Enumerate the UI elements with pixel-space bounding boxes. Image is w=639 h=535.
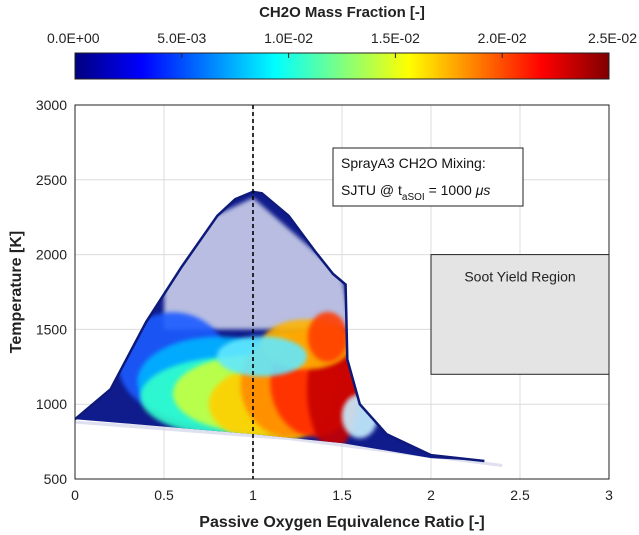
scatter-color-patch <box>307 311 348 362</box>
y-tick-label: 500 <box>44 471 68 487</box>
x-tick-labels: 0 0.5 1 1.5 2 2.5 3 <box>71 487 613 503</box>
colorbar-tick-label: 5.0E-03 <box>157 30 206 46</box>
soot-yield-region-label: Soot Yield Region <box>464 269 575 285</box>
x-tick-label: 1.5 <box>332 487 352 503</box>
y-tick-label: 2000 <box>36 247 67 263</box>
scatter-tail <box>75 420 503 468</box>
x-axis-label: Passive Oxygen Equivalence Ratio [-] <box>199 514 484 531</box>
colorbar <box>74 52 610 80</box>
colorbar-title: CH2O Mass Fraction [-] <box>259 4 425 21</box>
x-tick-label: 0.5 <box>154 487 174 503</box>
y-tick-label: 2500 <box>36 172 67 188</box>
x-tick-label: 1 <box>249 487 257 503</box>
y-tick-labels: 500 1000 1500 2000 2500 3000 <box>36 97 67 487</box>
x-tick-label: 2.5 <box>510 487 530 503</box>
x-tick-label: 2 <box>427 487 435 503</box>
annotation-line1: SprayA3 CH2O Mixing: <box>341 155 486 171</box>
annotation-box: SprayA3 CH2O Mixing: SJTU @ taSOI = 1000… <box>332 147 524 207</box>
colorbar-ticks <box>74 53 610 58</box>
colorbar-tick-label: 0.0E+00 <box>47 30 100 46</box>
annotation-line2: SJTU @ taSOI = 1000 μs <box>341 182 490 203</box>
colorbar-tick-label: 1.5E-02 <box>371 30 420 46</box>
scatter-color-patch <box>216 336 307 377</box>
x-tick-label: 0 <box>71 487 79 503</box>
x-tick-label: 3 <box>605 487 613 503</box>
y-axis-label: Temperature [K] <box>8 231 25 353</box>
colorbar-tick-label: 2.0E-02 <box>478 30 527 46</box>
scatter-upper-edge <box>75 190 485 463</box>
y-tick-label: 1500 <box>36 321 67 337</box>
scatter-sparse <box>164 197 351 330</box>
soot-yield-region <box>430 254 610 375</box>
colorbar-tick-label: 2.5E-02 <box>588 30 637 46</box>
colorbar-tick-labels: 0.0E+00 5.0E-03 1.0E-02 1.5E-02 2.0E-02 2.5E-… <box>47 30 637 46</box>
y-tick-label: 3000 <box>36 97 67 113</box>
colorbar-tick-label: 1.0E-02 <box>264 30 313 46</box>
y-tick-label: 1000 <box>36 396 67 412</box>
axes-frame <box>74 104 610 480</box>
